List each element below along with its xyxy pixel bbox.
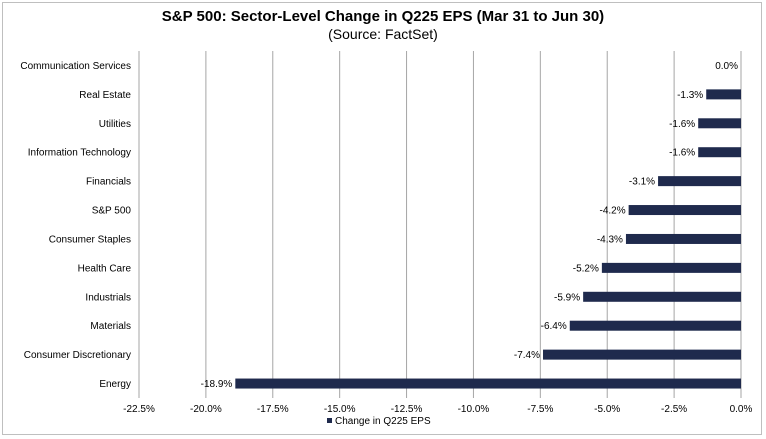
data-labels: 0.0% -1.3% -1.6% -1.6% -3.1% -4.2% -4.3% -5.2% -… [201,61,738,390]
data-label: -7.4% [514,350,540,361]
x-tick-label: -20.0% [190,404,222,415]
data-label: -3.1% [629,177,655,188]
legend: Change in Q225 EPS [327,416,431,427]
legend-label: Change in Q225 EPS [335,416,431,427]
legend-swatch [327,418,332,423]
bar [235,378,741,389]
chart-title: S&P 500: Sector-Level Change in Q225 EPS… [161,8,605,25]
category-label: Health Care [78,263,132,274]
data-label: -1.6% [669,119,695,130]
data-label: -1.6% [669,148,695,159]
category-labels: Communication Services Real Estate Utiliti… [20,61,131,390]
bar [658,176,741,187]
data-label: -4.3% [597,234,623,245]
data-label: -5.2% [573,263,599,274]
category-label: S&P 500 [92,206,132,217]
bar [601,262,741,273]
category-label: Industrials [85,292,131,303]
data-label: -6.4% [541,321,567,332]
bar [706,89,741,100]
bar [625,233,741,244]
bar [698,118,741,129]
x-tick-label: -5.0% [594,404,620,415]
x-tick-label: -7.5% [527,404,553,415]
gridlines [138,51,742,398]
x-axis-tick-labels: -22.5% -20.0% -17.5% -15.0% -12.5% -10.0% -7.5… [123,404,752,415]
x-tick-label: -10.0% [458,404,490,415]
category-label: Consumer Discretionary [24,350,131,361]
bars [235,89,741,389]
category-label: Financials [86,177,131,188]
chart-frame [2,2,762,435]
bar [569,320,741,331]
bar [543,349,741,360]
data-label: -4.2% [600,206,626,217]
category-label: Information Technology [28,148,131,159]
x-tick-label: 0.0% [730,404,753,415]
x-tick-label: -2.5% [661,404,687,415]
category-label: Communication Services [20,61,131,72]
category-label: Utilities [99,119,131,130]
bar [583,291,741,302]
category-label: Energy [99,379,131,390]
x-tick-label: -12.5% [391,404,423,415]
data-label: -18.9% [201,379,233,390]
x-tick-label: -22.5% [123,404,155,415]
category-label: Consumer Staples [49,234,131,245]
data-label: -5.9% [554,292,580,303]
data-label: 0.0% [715,61,738,72]
chart-subtitle: (Source: FactSet) [328,26,438,42]
category-label: Real Estate [79,90,131,101]
data-label: -1.3% [677,90,703,101]
bar [698,147,741,158]
bar [628,205,741,216]
category-label: Materials [90,321,131,332]
x-tick-label: -15.0% [324,404,356,415]
x-tick-label: -17.5% [257,404,289,415]
